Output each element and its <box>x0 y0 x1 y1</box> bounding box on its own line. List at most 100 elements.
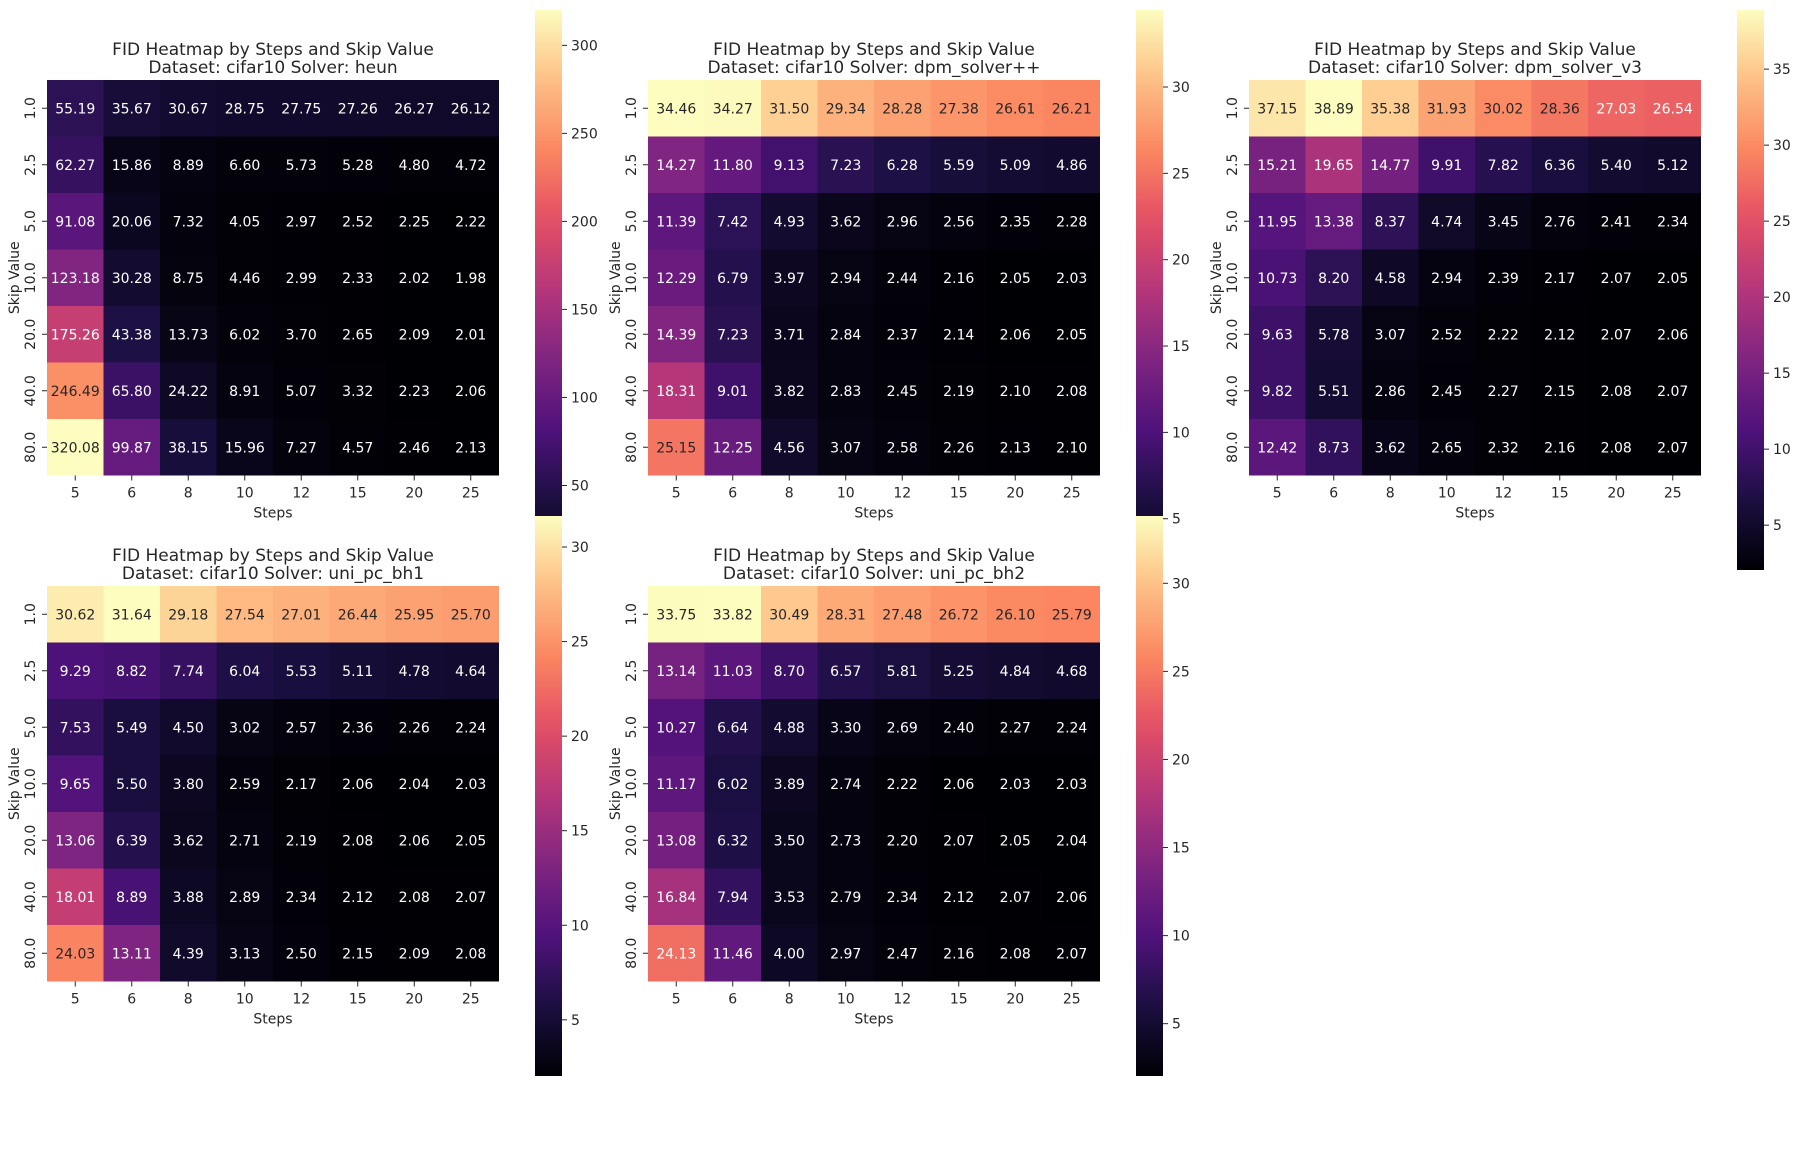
heatmap-cell <box>1418 362 1475 419</box>
cell-value-label: 27.38 <box>939 101 979 117</box>
heatmap-cell <box>329 136 386 193</box>
cell-value-label: 2.28 <box>1056 214 1087 230</box>
heatmap-cell <box>817 755 874 812</box>
heatmap-cell <box>1043 249 1100 306</box>
cell-value-label: 4.68 <box>1056 664 1087 680</box>
cell-value-label: 5.11 <box>342 664 373 680</box>
cell-value-label: 2.73 <box>830 833 861 849</box>
cell-value-label: 12.29 <box>656 271 696 287</box>
cell-value-label: 20.06 <box>112 214 152 230</box>
colorbar-tick-label: 20 <box>1773 290 1791 306</box>
colorbar <box>535 10 562 570</box>
heatmap-cell <box>216 249 273 306</box>
heatmap-cell <box>47 699 104 756</box>
cell-value-label: 26.44 <box>338 607 378 623</box>
cell-value-label: 11.95 <box>1257 214 1297 230</box>
heatmap-cell <box>1588 419 1645 476</box>
cell-value-label: 2.08 <box>342 833 373 849</box>
cell-value-label: 6.39 <box>116 833 147 849</box>
heatmap-cell <box>386 812 443 869</box>
cell-value-label: 7.74 <box>173 664 204 680</box>
cell-value-label: 6.79 <box>717 271 748 287</box>
cell-value-label: 2.07 <box>1000 890 1031 906</box>
cell-value-label: 27.54 <box>225 607 265 623</box>
cell-value-label: 38.15 <box>168 440 208 456</box>
heatmap-cell <box>704 699 761 756</box>
heatmap-cell <box>103 642 160 699</box>
y-axis-label: Skip Value <box>7 747 23 820</box>
cell-value-label: 2.39 <box>1488 271 1519 287</box>
colorbar-tick-label: 30 <box>1773 138 1791 154</box>
colorbar-tick-label: 35 <box>1773 62 1791 78</box>
x-tick-label: 15 <box>950 486 968 502</box>
heatmap-cell <box>1531 362 1588 419</box>
cell-value-label: 26.27 <box>394 101 434 117</box>
heatmap-cell <box>761 80 818 137</box>
heatmap-cell <box>817 80 874 137</box>
heatmap-cell <box>874 136 931 193</box>
cell-value-label: 3.62 <box>830 214 861 230</box>
heatmap-cell <box>648 925 705 982</box>
cell-value-label: 2.10 <box>1056 440 1087 456</box>
cell-value-label: 5.53 <box>286 664 317 680</box>
cell-value-label: 2.07 <box>1601 271 1632 287</box>
cell-value-label: 5.12 <box>1657 158 1688 174</box>
cell-value-label: 5.09 <box>1000 158 1031 174</box>
heatmap-cell <box>874 586 931 643</box>
cell-value-label: 27.26 <box>338 101 378 117</box>
heatmap-cell <box>1644 306 1701 363</box>
x-tick-label: 25 <box>462 992 480 1008</box>
heatmap-cell <box>704 868 761 925</box>
cell-value-label: 4.80 <box>399 158 430 174</box>
cell-value-label: 3.50 <box>774 833 805 849</box>
cell-value-label: 2.35 <box>1000 214 1031 230</box>
y-tick-label: 80.0 <box>23 432 39 463</box>
y-tick-label: 2.5 <box>23 660 39 682</box>
cell-value-label: 2.23 <box>399 384 430 400</box>
cell-value-label: 6.57 <box>830 664 861 680</box>
heatmap-cell <box>1531 80 1588 137</box>
x-axis-label: Steps <box>854 506 893 522</box>
heatmap-cell <box>103 136 160 193</box>
heatmap-cell <box>1043 80 1100 137</box>
x-axis-label: Steps <box>253 1012 292 1028</box>
heatmap-cell <box>103 812 160 869</box>
heatmap-cell <box>874 80 931 137</box>
cell-value-label: 2.52 <box>342 214 373 230</box>
heatmap-cell <box>761 925 818 982</box>
cell-value-label: 3.02 <box>229 720 260 736</box>
heatmap-cell <box>216 699 273 756</box>
heatmap-cell <box>761 755 818 812</box>
cell-value-label: 2.96 <box>887 214 918 230</box>
heatmap-cell <box>47 586 104 643</box>
x-tick-label: 10 <box>837 992 855 1008</box>
x-tick-label: 12 <box>893 992 911 1008</box>
cell-value-label: 10.27 <box>656 720 696 736</box>
cell-value-label: 3.82 <box>774 384 805 400</box>
heatmap-panel-2: FID Heatmap by Steps and Skip ValueDatas… <box>608 10 1190 570</box>
heatmap-cell <box>386 755 443 812</box>
cell-value-label: 31.64 <box>112 607 152 623</box>
cell-value-label: 30.49 <box>769 607 809 623</box>
cell-value-label: 9.13 <box>774 158 805 174</box>
cell-value-label: 3.62 <box>173 833 204 849</box>
colorbar-tick-label: 20 <box>571 729 589 745</box>
x-tick-label: 6 <box>1329 486 1338 502</box>
cell-value-label: 8.73 <box>1318 440 1349 456</box>
colorbar-tick-label: 30 <box>1172 80 1190 96</box>
heatmap-cell <box>273 812 330 869</box>
heatmap-cell <box>273 925 330 982</box>
heatmap-cell <box>1305 80 1362 137</box>
y-tick-label: 40.0 <box>624 881 640 912</box>
heatmap-cell <box>817 868 874 925</box>
heatmap-cell <box>874 642 931 699</box>
x-axis-label: Steps <box>253 506 292 522</box>
y-tick-label: 2.5 <box>624 154 640 176</box>
cell-value-label: 3.62 <box>1375 440 1406 456</box>
colorbar-tick-label: 10 <box>1773 442 1791 458</box>
cell-value-label: 15.86 <box>112 158 152 174</box>
heatmap-cell <box>329 306 386 363</box>
heatmap-cell <box>329 80 386 137</box>
heatmap-cell <box>648 868 705 925</box>
heatmap-cell <box>160 925 217 982</box>
